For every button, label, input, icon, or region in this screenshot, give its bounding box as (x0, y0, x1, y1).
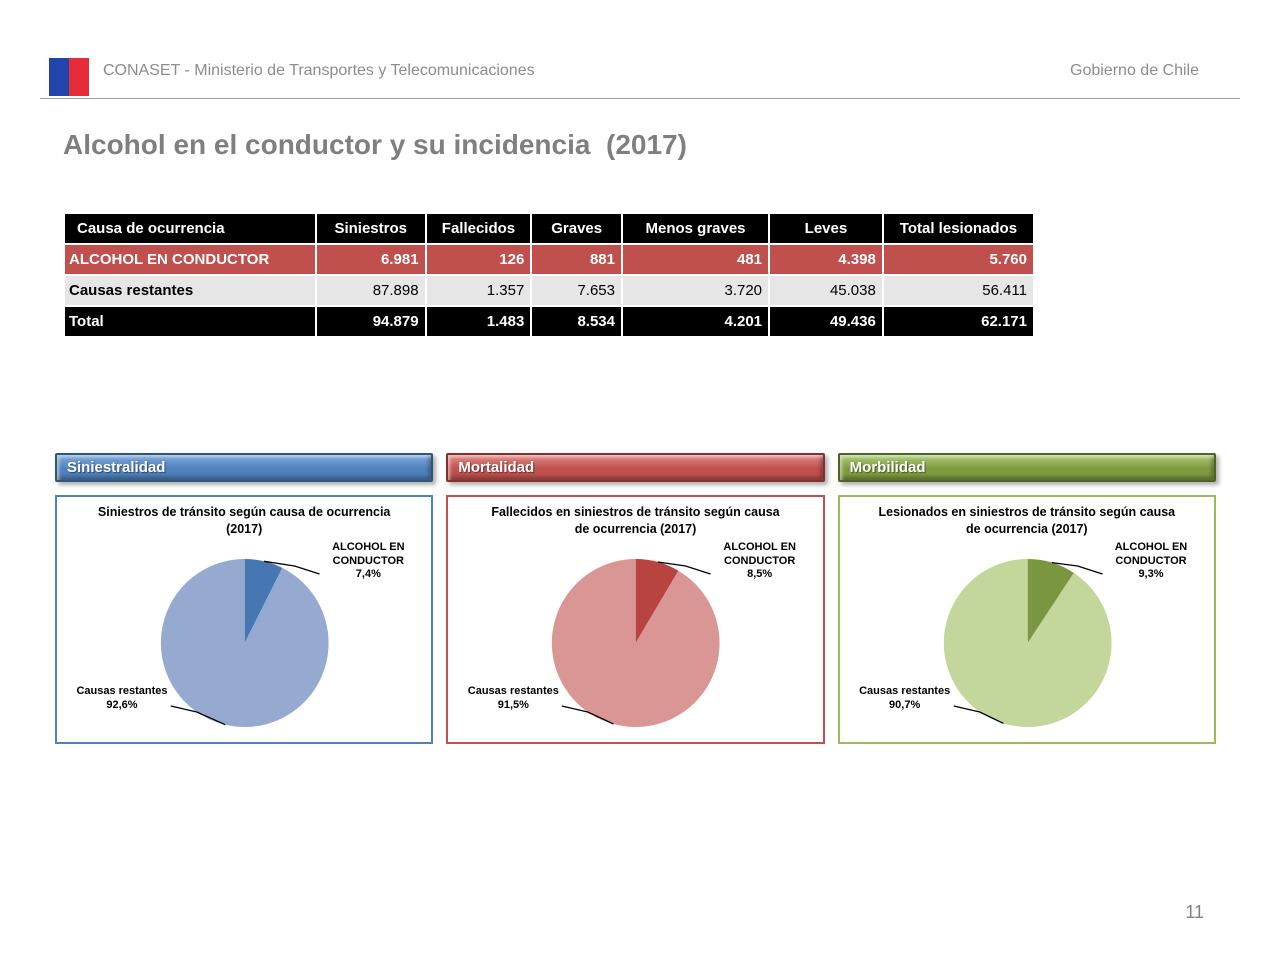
alcohol-slice-label: ALCOHOL EN CONDUCTOR 9,3% (1114, 541, 1188, 580)
alcohol-callout-line (263, 560, 320, 575)
row-label: Total (63, 305, 317, 338)
value-cell: 62.171 (881, 305, 1036, 338)
header-divider (40, 98, 1240, 99)
morbilidad-panel: Morbilidad Lesionados en siniestros de t… (837, 453, 1216, 744)
value-cell: 1.483 (424, 305, 533, 338)
row-label: ALCOHOL EN CONDUCTOR (63, 243, 317, 276)
mortalidad-panel: Mortalidad Fallecidos en siniestros de t… (446, 453, 825, 744)
value-cell: 5.760 (881, 243, 1036, 276)
alcohol-slice (635, 559, 679, 643)
value-cell: 4.201 (620, 305, 771, 338)
table-column-header: Graves (530, 212, 623, 245)
incidence-table: Causa de ocurrencia Siniestros Fallecidos G… (63, 212, 1036, 338)
value-cell: 87.898 (314, 274, 427, 307)
panel-button-label: Mortalidad (458, 459, 535, 476)
value-cell: 4.398 (768, 243, 884, 276)
panel-button-label: Siniestralidad (67, 459, 166, 476)
value-cell: 7.653 (530, 274, 623, 307)
alcohol-slice-label: ALCOHOL EN CONDUCTOR 8,5% (723, 541, 796, 580)
table-column-header: Siniestros (314, 212, 427, 245)
value-cell: 56.411 (881, 274, 1036, 307)
page-title: Alcohol en el conductor y su incidencia … (63, 129, 687, 160)
page-number: 11 (1185, 902, 1204, 922)
government-label: Gobierno de Chile (1070, 62, 1199, 79)
chart-title: Siniestros de tránsito según causa de oc… (97, 505, 391, 536)
table-column-header: Leves (768, 212, 884, 245)
logo-blue-square (49, 58, 69, 96)
row-label: Causas restantes (63, 274, 317, 307)
alcohol-slice (1027, 559, 1074, 643)
lesionados-pie-chart: Lesionados en siniestros de tránsito seg… (837, 495, 1216, 744)
pie-plot (160, 559, 329, 727)
siniestros-pie-chart: Siniestros de tránsito según causa de oc… (55, 495, 434, 744)
rest-slice-label: Causas restantes 92,6% (76, 685, 168, 711)
table-row-rest: Causas restantes 87.898 1.357 7.653 3.720 45.… (63, 274, 1036, 307)
alcohol-slice-label: ALCOHOL EN CONDUCTOR 7,4% (332, 541, 405, 580)
value-cell: 881 (530, 243, 623, 276)
rest-slice-label: Causas restantes 90,7% (859, 685, 951, 711)
siniestralidad-button[interactable]: Siniestralidad (55, 453, 434, 482)
table-column-header: Total lesionados (881, 212, 1036, 245)
table-row-alcohol: ALCOHOL EN CONDUCTOR 6.981 126 881 481 4.398 5… (63, 243, 1036, 276)
value-cell: 94.879 (314, 305, 427, 338)
rest-slice (552, 559, 720, 727)
charts-row: Siniestralidad Siniestros de tránsito se… (55, 453, 1216, 744)
rest-callout-line (561, 705, 615, 725)
incidence-table-wrapper: Causa de ocurrencia Siniestros Fallecidos G… (63, 212, 1036, 338)
value-cell: 3.720 (620, 274, 771, 307)
organization-label: CONASET - Ministerio de Transportes y Te… (103, 62, 535, 79)
morbilidad-button[interactable]: Morbilidad (837, 453, 1216, 482)
fallecidos-pie-chart: Fallecidos en siniestros de tránsito seg… (446, 495, 825, 744)
value-cell: 49.436 (768, 305, 884, 338)
rest-slice (160, 559, 329, 727)
panel-button-label: Morbilidad (849, 459, 926, 476)
gobierno-de-chile-logo (49, 58, 89, 96)
value-cell: 126 (424, 243, 533, 276)
rest-callout-line (953, 705, 1004, 724)
rest-callout-line (170, 705, 226, 726)
chart-title: Fallecidos en siniestros de tránsito seg… (491, 505, 780, 536)
alcohol-slice (244, 559, 283, 643)
value-cell: 45.038 (768, 274, 884, 307)
table-header-row: Causa de ocurrencia Siniestros Fallecidos G… (63, 212, 1036, 245)
rest-slice (943, 559, 1112, 727)
table-column-header: Menos graves (620, 212, 771, 245)
table-row-total: Total 94.879 1.483 8.534 4.201 49.436 62.171 (63, 305, 1036, 338)
rest-slice-label: Causas restantes 91,5% (467, 685, 559, 711)
value-cell: 1.357 (424, 274, 533, 307)
logo-red-square (69, 58, 89, 96)
value-cell: 481 (620, 243, 771, 276)
chart-title: Lesionados en siniestros de tránsito seg… (878, 505, 1176, 536)
table-column-header: Fallecidos (424, 212, 533, 245)
mortalidad-button[interactable]: Mortalidad (446, 453, 825, 482)
siniestralidad-panel: Siniestralidad Siniestros de tránsito se… (55, 453, 434, 744)
value-cell: 8.534 (530, 305, 623, 338)
pie-plot (943, 559, 1112, 727)
table-column-header: Causa de ocurrencia (63, 212, 317, 245)
value-cell: 6.981 (314, 243, 427, 276)
pie-plot (552, 559, 720, 727)
alcohol-callout-line (658, 561, 712, 575)
alcohol-callout-line (1051, 561, 1103, 575)
